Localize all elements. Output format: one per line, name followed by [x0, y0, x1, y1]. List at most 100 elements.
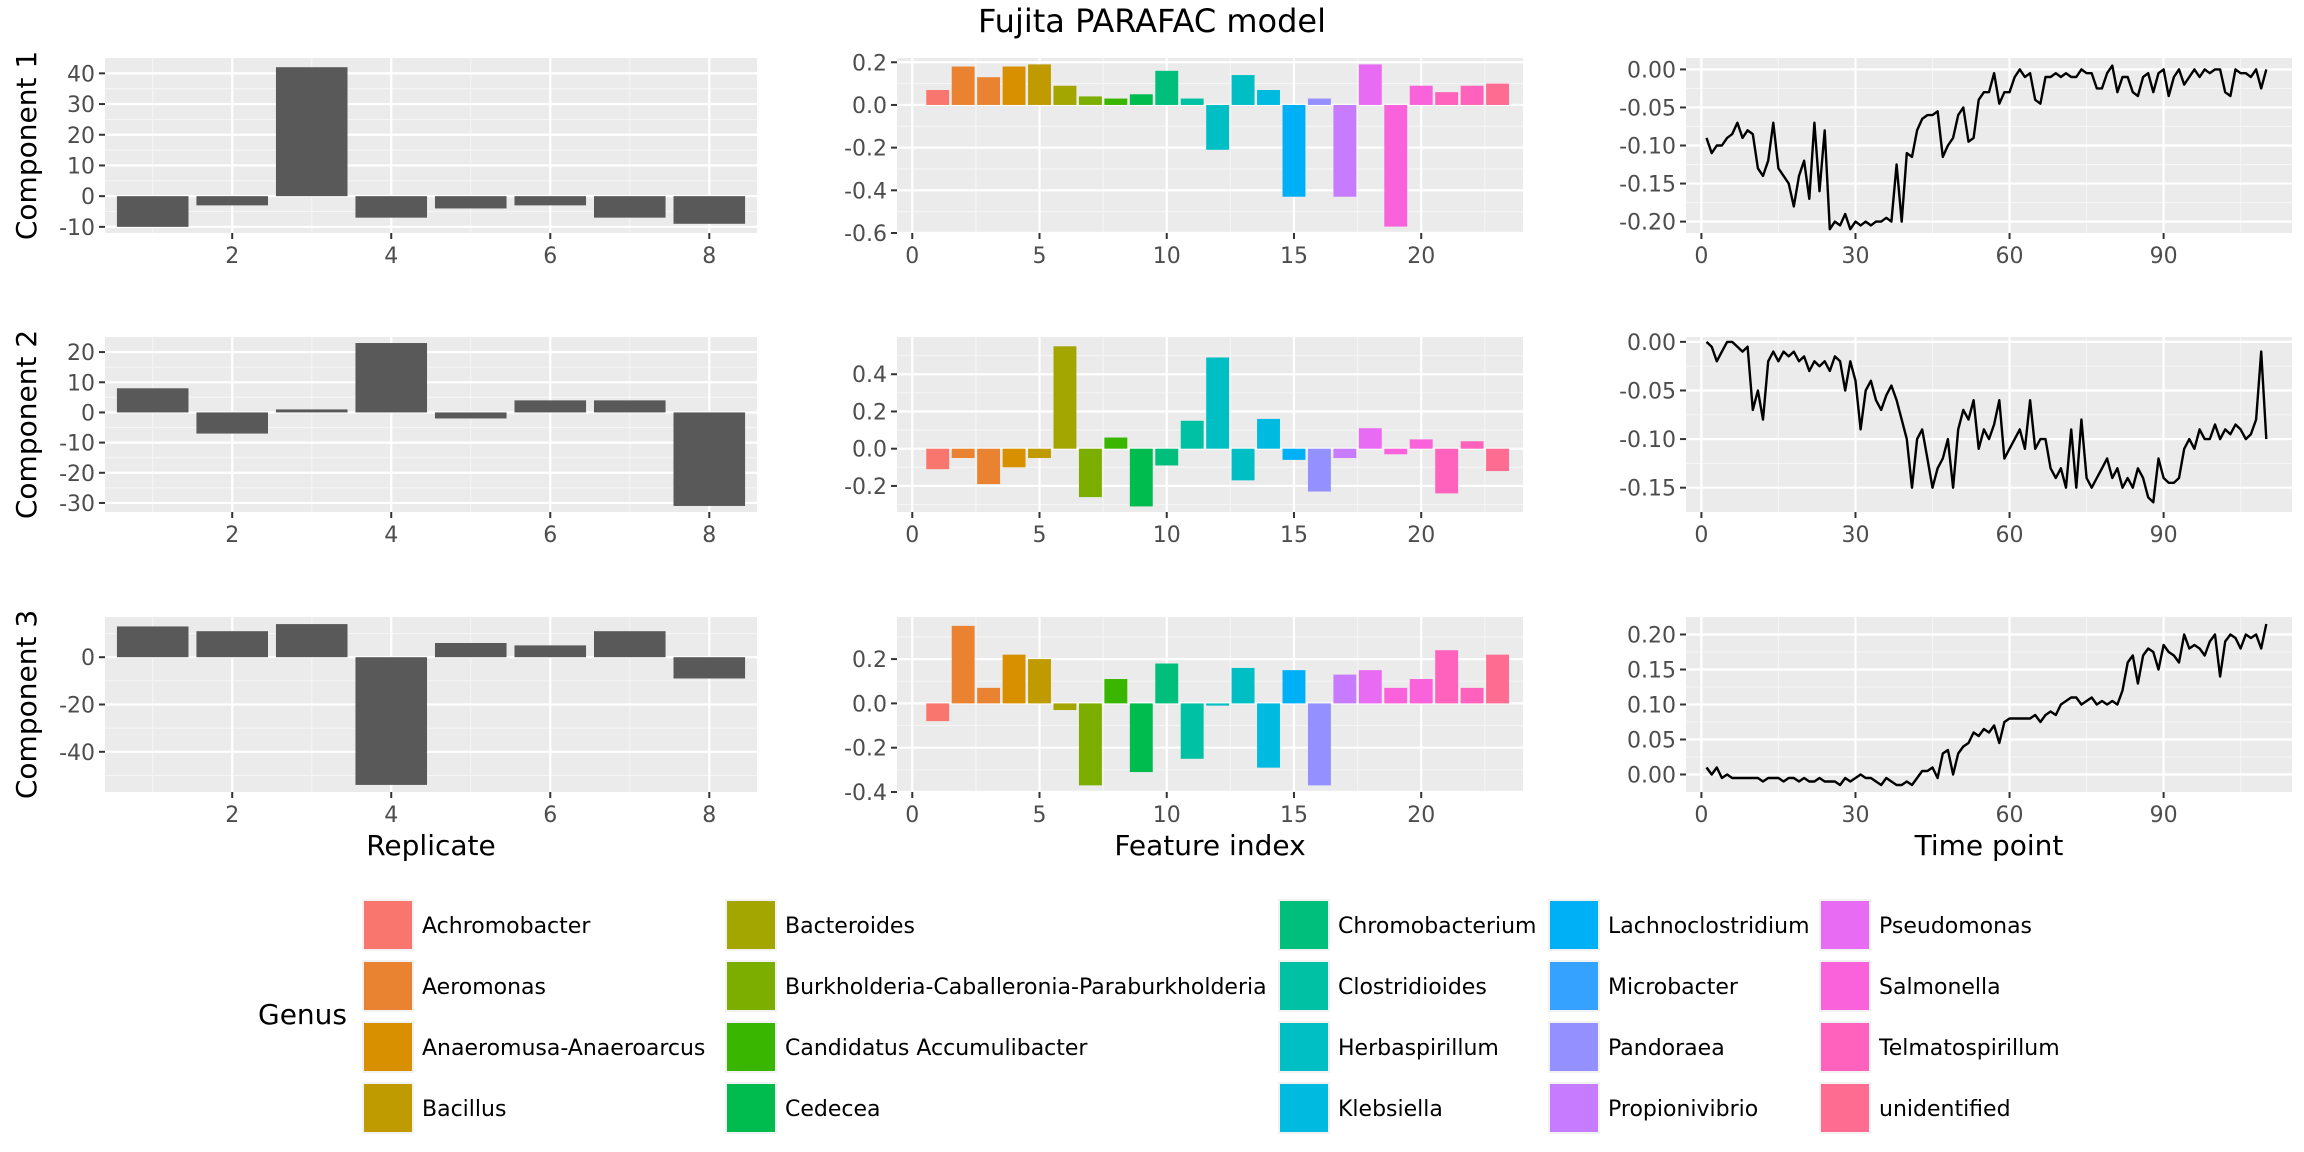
component-3-feature-index-y-tick-label: -0.4 — [844, 781, 887, 806]
component-2-time-point-panel: -0.15 -0.10 -0.05 0.00 0 30 60 90 — [1619, 331, 2292, 548]
component-2-feature-index-bar-9 — [1129, 448, 1153, 507]
component-3-feature-index-bar-8 — [1104, 679, 1128, 704]
component-1-feature-index-bar-22 — [1460, 85, 1484, 105]
component-3-feature-index-bar-20 — [1409, 679, 1433, 704]
component-1-time-point-series-line — [1705, 64, 2268, 231]
component-1-feature-index-x-tick-label: 5 — [1033, 244, 1047, 269]
component-1-replicate-x-tick-label: 6 — [543, 244, 557, 269]
component-1-replicate-x-tick-label: 8 — [702, 244, 716, 269]
legend-swatch — [1280, 962, 1328, 1010]
legend-label: Aeromonas — [422, 975, 546, 1000]
component-3-feature-index-x-tick-label: 15 — [1280, 803, 1308, 828]
component-2-replicate-y-tick-label: -20 — [59, 462, 95, 487]
component-3-feature-index-bar-19 — [1384, 687, 1408, 704]
legend-item-propionivibrio: Propionivibrio — [1548, 1082, 1758, 1134]
component-1-feature-index-x-tick-label: 20 — [1407, 244, 1435, 269]
legend-swatch — [1550, 1084, 1598, 1132]
component-3-replicate-bar-4 — [355, 657, 428, 785]
component-3-time-point-panel: 0.00 0.05 0.10 0.15 0.20 0 30 60 90 Time point — [1627, 617, 2292, 862]
component-3-replicate-x-tick-label: 2 — [225, 803, 239, 828]
component-2-replicate-y-tick-label: -30 — [59, 492, 95, 517]
component-3-replicate-bar-5 — [434, 643, 507, 658]
legend-label: Herbaspirillum — [1338, 1036, 1499, 1061]
component-1-time-point-y-tick-label: -0.05 — [1619, 96, 1676, 121]
component-3-replicate-y-tick-label: -20 — [59, 694, 95, 719]
component-3-feature-index-bar-13 — [1231, 667, 1255, 704]
legend-item-candidatus-accumulibacter: Candidatus Accumulibacter — [725, 1021, 1088, 1073]
legend-swatch — [1821, 901, 1869, 949]
legend-title: Genus — [258, 998, 347, 1031]
component-2-feature-index-x-tick-label: 20 — [1407, 523, 1435, 548]
component-2-feature-index-y-tick-label: 0.4 — [852, 363, 887, 388]
component-1-feature-index-bar-15 — [1282, 104, 1306, 197]
component-3-time-point-x-tick-label: 0 — [1694, 803, 1708, 828]
component-1-feature-index-y-tick-label: -0.2 — [844, 137, 887, 162]
component-3-time-point-y-tick-label: 0.05 — [1627, 729, 1676, 754]
component-3-feature-index-bar-4 — [1002, 654, 1026, 704]
component-2-feature-index-bar-19 — [1384, 448, 1408, 455]
component-3-replicate-bar-7 — [594, 631, 666, 658]
component-3-feature-index-bar-3 — [977, 687, 1001, 704]
component-3-feature-index-bar-9 — [1129, 703, 1153, 773]
component-3-replicate-bar-3 — [275, 624, 348, 658]
component-2-time-point-x-tick-label: 0 — [1694, 523, 1708, 548]
component-2-feature-index-bar-5 — [1028, 448, 1051, 459]
component-3-time-point-x-tick-label: 30 — [1841, 803, 1869, 828]
component-1-replicate-x-tick-label: 2 — [225, 244, 239, 269]
component-2-time-point-y-tick-label: -0.10 — [1619, 428, 1676, 453]
component-3-replicate-y-tick-label: 0 — [81, 646, 95, 671]
component-2-replicate-x-tick-label: 8 — [702, 523, 716, 548]
component-3-feature-index-bar-11 — [1180, 703, 1204, 759]
legend-item-bacillus: Bacillus — [362, 1082, 506, 1134]
component-2-replicate-bar-2 — [196, 412, 268, 434]
component-1-replicate-y-tick-label: 40 — [67, 62, 95, 87]
component-2-feature-index-bar-23 — [1486, 448, 1510, 472]
component-2-replicate-x-tick-label: 2 — [225, 523, 239, 548]
component-1-feature-index-bar-8 — [1104, 98, 1128, 105]
component-2-replicate-x-tick-label: 4 — [384, 523, 398, 548]
component-2-feature-index-panel: -0.2 0.0 0.2 0.4 0 5 10 15 20 — [844, 337, 1523, 548]
component-3-feature-index-bar-7 — [1078, 703, 1102, 786]
component-1-replicate-y-tick-label: 20 — [67, 124, 95, 149]
component-1-feature-index-bar-1 — [926, 90, 950, 105]
component-2-feature-index-bar-1 — [926, 448, 950, 470]
component-2-replicate-bar-1 — [116, 388, 189, 413]
component-1-replicate-y-tick-label: -10 — [59, 216, 95, 241]
component-2-feature-index-bar-17 — [1333, 448, 1357, 459]
component-2-replicate-y-tick-label: 10 — [67, 371, 95, 396]
legend-swatch — [1821, 1023, 1869, 1071]
component-2-time-point-background — [1686, 337, 2292, 512]
legend-item-cedecea: Cedecea — [725, 1082, 881, 1134]
component-1-feature-index-bar-18 — [1358, 64, 1382, 105]
component-2-time-point-y-tick-label: -0.05 — [1619, 379, 1676, 404]
legend-label: Propionivibrio — [1608, 1097, 1758, 1122]
component-2-feature-index-x-tick-label: 10 — [1153, 523, 1181, 548]
component-3-feature-index-y-tick-label: 0.0 — [852, 692, 887, 717]
component-3-feature-index-bar-12 — [1206, 703, 1230, 706]
component-3-replicate-bar-6 — [514, 645, 587, 658]
component-3-time-point-y-tick-label: 0.15 — [1627, 659, 1676, 684]
legend-swatch — [1550, 962, 1598, 1010]
component-3-time-point-x-tick-label: 90 — [2150, 803, 2178, 828]
component-2-feature-index-bar-20 — [1409, 439, 1433, 449]
component-1-feature-index-bar-5 — [1028, 64, 1051, 105]
legend-swatch — [1821, 962, 1869, 1010]
component-3-feature-index-bar-21 — [1435, 650, 1459, 704]
component-1-replicate-bar-8 — [673, 196, 746, 224]
component-2-time-point-x-tick-label: 30 — [1841, 523, 1869, 548]
component-1-feature-index-x-tick-label: 10 — [1153, 244, 1181, 269]
legend-label: Bacillus — [422, 1097, 506, 1122]
component-1-feature-index-y-tick-label: -0.6 — [844, 222, 887, 247]
legend-swatch — [727, 962, 775, 1010]
component-1-replicate-bar-6 — [514, 196, 587, 206]
component-3-feature-index-bar-23 — [1486, 654, 1510, 704]
component-1-feature-index-x-tick-label: 15 — [1280, 244, 1308, 269]
component-3-replicate-bar-1 — [116, 626, 189, 658]
component-3-feature-index-bar-22 — [1460, 687, 1484, 704]
component-2-feature-index-bar-10 — [1155, 448, 1179, 466]
legend-item-salmonella: Salmonella — [1819, 960, 2001, 1012]
component-2-replicate-bar-5 — [434, 412, 507, 419]
legend-swatch — [1280, 1084, 1328, 1132]
legend-item-pandoraea: Pandoraea — [1548, 1021, 1725, 1073]
